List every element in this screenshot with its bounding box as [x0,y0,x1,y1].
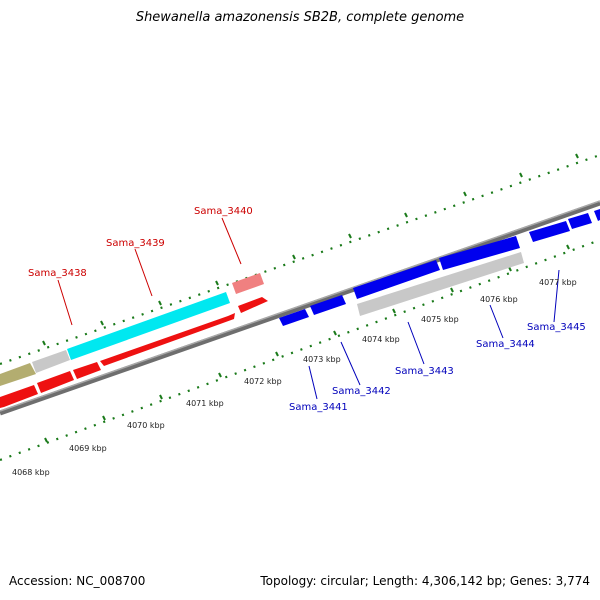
gene-label[interactable]: Sama_3443 [395,366,454,377]
gene-label[interactable]: Sama_3444 [476,339,535,350]
pseudo-feature-gray-reverse[interactable] [357,252,524,316]
gene-label[interactable]: Sama_3445 [527,322,586,333]
gene-sama-3438[interactable] [37,371,74,393]
forward-gene-labels: Sama_3438 Sama_3439 Sama_3440 [28,206,253,279]
tick-label: 4069 kbp [69,444,107,453]
forward-inner-row [0,297,268,408]
reverse-gene-labels: Sama_3441 Sama_3442 Sama_3443 Sama_3444 … [289,322,586,413]
gene-sama-3446[interactable] [594,209,600,221]
gene-sama-3441[interactable] [279,309,309,326]
gene-sama-3445b[interactable] [568,213,592,229]
rna-feature-cyan[interactable] [67,292,230,360]
gene-sama-3445[interactable] [529,221,570,242]
tick-label: 4074 kbp [362,335,400,344]
gene-sama-3439[interactable] [100,313,235,366]
pseudo-feature-gray[interactable] [32,350,70,373]
gene-label[interactable]: Sama_3439 [106,238,165,249]
map-title: Shewanella amazonensis SB2B, complete ge… [135,10,465,25]
tick-label: 4073 kbp [303,355,341,364]
tick-label: 4070 kbp [127,421,165,430]
gene-sama-3443[interactable] [353,260,440,299]
gene-sama-3443b[interactable] [439,236,520,270]
forward-outer-row [0,273,264,386]
olive-feature[interactable] [0,363,36,386]
forward-label-leaders [57,217,242,326]
tick-label: 4068 kbp [12,468,50,477]
reverse-inner-row [357,252,524,316]
tick-label: 4072 kbp [244,377,282,386]
tick-label: 4071 kbp [186,399,224,408]
gene-label[interactable]: Sama_3438 [28,268,87,279]
genome-backbone [0,200,600,416]
kbp-tick-labels: 4068 kbp 4069 kbp 4070 kbp 4071 kbp 4072… [12,278,577,477]
gene-sama-3442[interactable] [310,295,346,315]
gene-sama-3440b[interactable] [238,297,268,313]
tick-label: 4075 kbp [421,315,459,324]
tick-label: 4076 kbp [480,295,518,304]
gene-sama-3440[interactable] [232,273,264,294]
tick-marks [42,153,579,443]
gene-label[interactable]: Sama_3442 [332,386,391,397]
tick-label: 4077 kbp [539,278,577,287]
gene-sama-3437[interactable] [0,385,38,408]
gene-sama-3438b[interactable] [73,362,101,379]
genome-summary-text: Topology: circular; Length: 4,306,142 bp… [260,574,590,588]
gene-label[interactable]: Sama_3441 [289,402,348,413]
gene-label[interactable]: Sama_3440 [194,206,253,217]
accession-text: Accession: NC_008700 [9,574,146,588]
reverse-outer-row [279,209,600,326]
reverse-label-leaders [308,269,560,400]
